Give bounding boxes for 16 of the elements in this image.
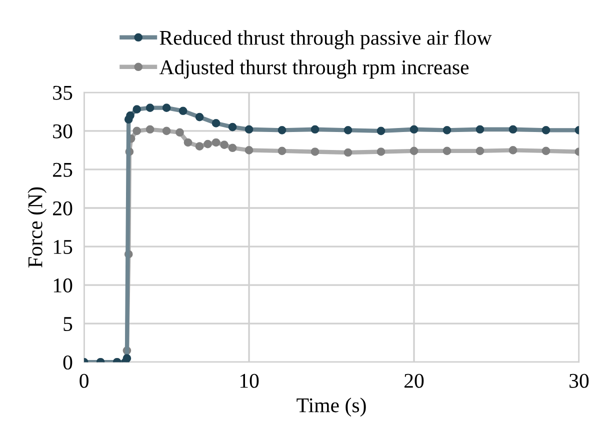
y-tick-label: 10	[54, 278, 72, 292]
x-tick-label: 30	[570, 374, 589, 388]
y-tick-label: 35	[53, 86, 72, 100]
x-tick-label: 0	[80, 374, 88, 388]
y-tick-label: 0	[63, 355, 72, 370]
y-tick-label: 5	[64, 317, 72, 332]
legend-label: Adjusted thurst through rpm increase	[159, 60, 469, 79]
y-tick-label: 20	[53, 201, 72, 216]
x-tick-label: 10	[240, 374, 259, 388]
y-tick-label: 15	[54, 240, 72, 254]
legend-label: Reduced thrust through passive air flow	[160, 30, 492, 50]
y-tick-label: 25	[53, 162, 72, 177]
x-axis-title: Time (s)	[296, 398, 366, 417]
y-tick-label: 30	[53, 124, 72, 138]
y-axis-title: Force (N)	[28, 187, 47, 268]
x-tick-label: 20	[404, 374, 424, 388]
